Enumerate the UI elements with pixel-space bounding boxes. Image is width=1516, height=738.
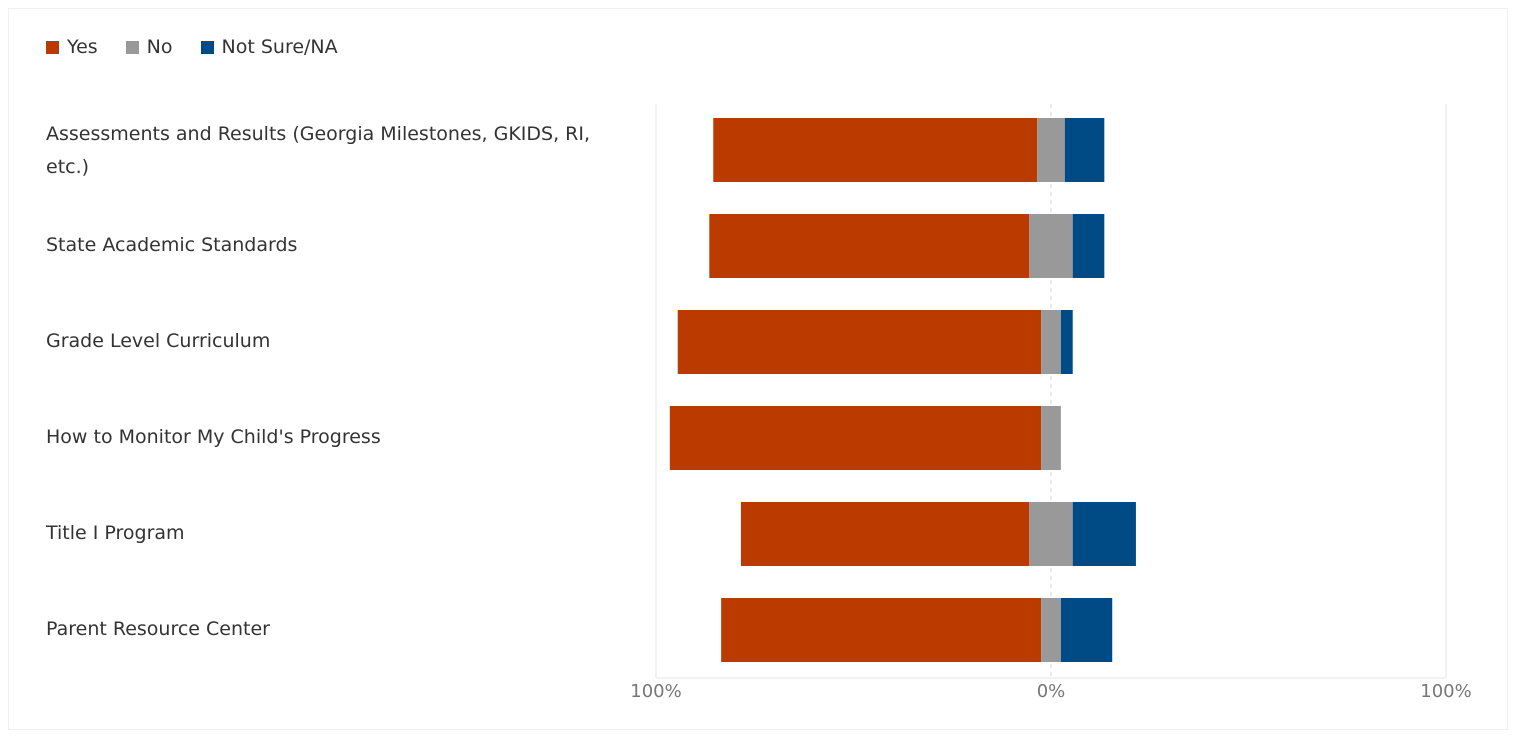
bar-yes [713,118,1038,182]
bar-no [1041,598,1061,662]
bar-no [1037,118,1065,182]
legend-label-not-sure: Not Sure/NA [221,36,338,58]
legend-swatch-yes [46,40,59,54]
bar-not-sure [1060,310,1073,374]
bar-not-sure [1060,598,1113,662]
legend-swatch-not-sure [200,40,214,54]
bar-not-sure [1064,118,1105,182]
category-label: Grade Level Curriculum [46,330,271,352]
legend-label-yes: Yes [67,36,98,58]
bar-yes [709,214,1030,278]
legend-label-no: No [146,36,173,58]
category-label: Title I Program [46,522,185,544]
legend-item-not-sure[interactable]: Not Sure/NA [200,36,338,58]
legend-item-yes[interactable]: Yes [46,36,98,58]
bar-yes [669,406,1042,470]
x-tick-label: 100% [630,681,681,702]
bar-no [1029,214,1073,278]
bar-yes [740,502,1030,566]
legend: Yes No Not Sure/NA [46,36,338,58]
legend-item-no[interactable]: No [125,36,173,58]
category-label: Parent Resource Center [46,618,270,640]
chart-frame [8,8,1508,730]
bar-yes [677,310,1042,374]
category-label: State Academic Standards [46,234,298,256]
x-tick-label: 100% [1420,681,1471,702]
bar-not-sure [1072,502,1136,566]
category-label: Assessments and Results (Georgia Milesto… [46,123,591,178]
category-label: How to Monitor My Child's Progress [46,426,381,448]
bar-no [1029,502,1073,566]
bar-yes [721,598,1042,662]
bar-not-sure [1072,214,1105,278]
x-tick-label: 0% [1037,681,1066,702]
bar-no [1041,310,1061,374]
bar-no [1041,406,1061,470]
legend-swatch-no [125,40,139,54]
